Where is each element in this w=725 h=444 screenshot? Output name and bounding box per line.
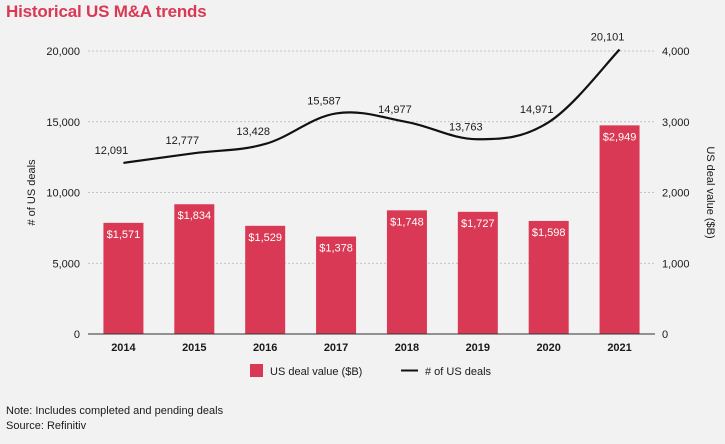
bar-value-label: $1,748 xyxy=(390,216,424,228)
y-left-axis-title: # of US deals xyxy=(26,159,38,226)
bar xyxy=(245,225,286,334)
bar xyxy=(316,236,357,334)
y-left-tick-label: 10,000 xyxy=(46,188,80,200)
legend: US deal value ($B) # of US deals xyxy=(250,364,492,378)
line-value-label: 13,763 xyxy=(449,121,483,133)
bar xyxy=(103,222,144,334)
axes: 0 5,000 10,000 15,000 20,000 0 1,000 2,000 3,000… xyxy=(26,46,716,354)
legend-label-bars: US deal value ($B) xyxy=(270,366,362,378)
bar-value-label: $1,378 xyxy=(319,243,353,255)
line-series: 12,091 12,777 13,428 15,587 14,977 13,763 14,9… xyxy=(95,32,625,165)
bar-value-label: $2,949 xyxy=(603,131,637,143)
line-value-label: 14,977 xyxy=(378,104,412,116)
y-left-tick-label: 5,000 xyxy=(52,258,80,270)
line-value-label: 12,777 xyxy=(165,135,199,147)
bar xyxy=(174,204,215,334)
line-value-label: 13,428 xyxy=(236,126,270,138)
y-right-tick-label: 4,000 xyxy=(662,46,690,58)
legend-label-line: # of US deals xyxy=(425,366,492,378)
x-tick-label: 2019 xyxy=(466,342,490,354)
bar-value-label: $1,529 xyxy=(248,232,282,244)
x-tick-label: 2015 xyxy=(182,342,206,354)
bar-value-label: $1,834 xyxy=(177,210,211,222)
bar xyxy=(457,211,498,334)
x-tick-label: 2014 xyxy=(111,342,136,354)
y-right-tick-label: 0 xyxy=(662,329,668,341)
x-tick-label: 2017 xyxy=(324,342,348,354)
line-value-label: 15,587 xyxy=(307,95,341,107)
bar-value-label: $1,727 xyxy=(461,218,495,230)
chart-title: Historical US M&A trends xyxy=(6,2,207,21)
y-left-tick-label: 15,000 xyxy=(46,117,80,129)
bar-value-label: $1,598 xyxy=(532,227,566,239)
bar xyxy=(599,125,640,335)
y-right-tick-label: 2,000 xyxy=(662,188,690,200)
source-text: Source: Refinitiv xyxy=(6,420,87,432)
note-text: Note: Includes completed and pending dea… xyxy=(6,405,224,417)
y-right-tick-label: 1,000 xyxy=(662,258,690,270)
bar xyxy=(528,220,569,334)
bar xyxy=(386,210,427,334)
x-tick-label: 2020 xyxy=(536,342,560,354)
x-tick-label: 2018 xyxy=(395,342,419,354)
legend-swatch-bars xyxy=(250,364,263,377)
x-tick-label: 2021 xyxy=(607,342,631,354)
line-value-label: 20,101 xyxy=(591,32,625,44)
bar-series: $1,571 $1,834 $1,529 $1,378 $1,748 $1,727 $1,5… xyxy=(103,125,640,335)
x-tick-label: 2016 xyxy=(253,342,277,354)
y-right-tick-label: 3,000 xyxy=(662,117,690,129)
line-value-label: 14,971 xyxy=(520,104,554,116)
y-right-axis-title: US deal value ($B) xyxy=(704,146,716,238)
bar-value-label: $1,571 xyxy=(107,229,141,241)
line-value-label: 12,091 xyxy=(95,145,129,157)
y-left-tick-label: 0 xyxy=(74,329,80,341)
y-left-tick-label: 20,000 xyxy=(46,46,80,58)
